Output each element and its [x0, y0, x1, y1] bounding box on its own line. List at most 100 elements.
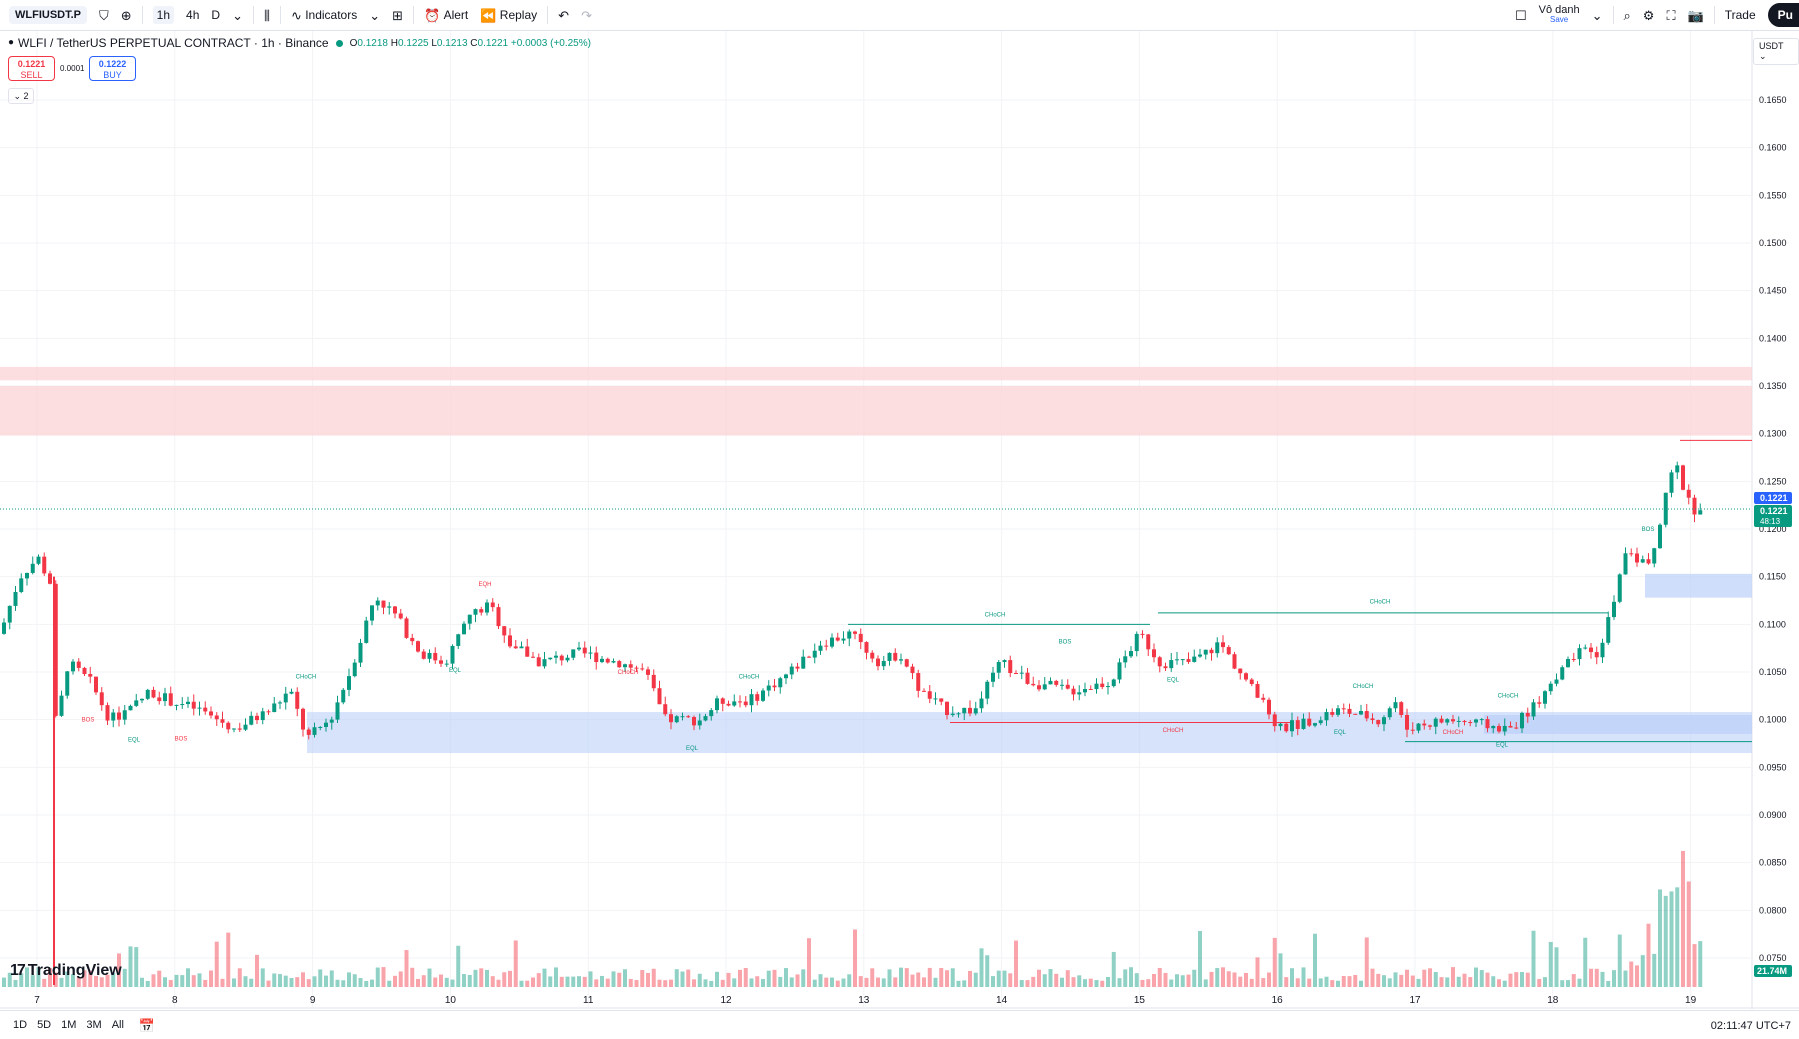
candle-body [508, 635, 512, 647]
volume-bar [473, 969, 478, 987]
volume-bar [1169, 979, 1174, 987]
alert-button[interactable]: ⏰ Alert [418, 0, 474, 30]
candle-body [1198, 654, 1202, 657]
volume-bar [324, 975, 328, 987]
tradingview-logo[interactable]: 17 TradingView [10, 962, 122, 980]
chevron-down-icon[interactable]: ⌄ [1591, 7, 1603, 23]
volume-bar [1014, 940, 1018, 987]
volume-bar [674, 969, 679, 987]
candle-body [548, 657, 553, 660]
sell-button[interactable]: 0.1221 SELL [8, 56, 55, 81]
candles-icon[interactable]: ⫼ [263, 7, 270, 23]
candle-body [341, 689, 346, 703]
indicators-collapse-button[interactable]: ⌄ 2 [8, 88, 34, 104]
price-chart[interactable]: 0.1650 0.1600 0.1550 0.1500 0.1450 0.1400 0.13… [0, 31, 1799, 1009]
time-tick-label: 7 [34, 995, 40, 1006]
volume-bar [743, 967, 748, 987]
candle-body [427, 652, 432, 659]
gear-icon[interactable]: ⚙ [1642, 7, 1655, 23]
volume-bar [1474, 967, 1478, 987]
volume-bar [1635, 965, 1639, 987]
candle-body [525, 646, 530, 657]
structure-label: EQL [128, 738, 141, 744]
candle-body [646, 669, 650, 675]
volume-bar [1146, 979, 1151, 987]
candle-body [1600, 642, 1605, 658]
supply-zone [0, 366, 1752, 381]
candle-body [962, 707, 967, 714]
layout-square-icon[interactable]: ☐ [1514, 7, 1527, 23]
camera-icon[interactable]: 📷 [1687, 7, 1704, 23]
candle-body [99, 692, 104, 706]
volume-bar [973, 972, 978, 987]
volume-bar [1008, 973, 1013, 987]
volume-bar [1140, 979, 1145, 987]
volume-bar [577, 976, 581, 987]
volume-bar [1152, 974, 1156, 987]
candle-body [88, 673, 93, 677]
fullscreen-icon[interactable]: ⛶ [1666, 7, 1676, 23]
candle-body [1387, 708, 1392, 718]
candle-body [916, 673, 921, 691]
volume-bar [1077, 975, 1082, 987]
volume-bar [968, 970, 972, 987]
quick-search-icon[interactable]: ⌕ [1623, 7, 1631, 23]
compare-add-icon[interactable]: ⊕ [120, 7, 132, 23]
replay-button[interactable]: ⏪ Replay [474, 0, 543, 30]
volume-bar [1129, 967, 1133, 987]
volume-bar [1491, 976, 1496, 987]
timeframe-4h[interactable]: 4h [180, 0, 205, 30]
timeframe-d[interactable]: D [205, 0, 226, 30]
shield-icon[interactable]: ⛉ [99, 7, 109, 23]
chevron-down-icon[interactable]: ⌄ [232, 7, 243, 23]
structure-label: CHoCH [1370, 599, 1391, 605]
publish-button[interactable]: Pu [1762, 0, 1799, 30]
calendar-icon[interactable]: 📅 [138, 1017, 156, 1033]
range-all[interactable]: All [111, 1019, 124, 1031]
symbol-search-button[interactable]: WLFIUSDT.P [0, 0, 93, 30]
indicators-button[interactable]: ∿ Indicators [285, 0, 363, 30]
chart-legend: ● WLFI / TetherUS PERPETUAL CONTRACT · 1… [8, 36, 591, 50]
candle-body [692, 717, 696, 726]
redo-icon[interactable]: ↷ [581, 7, 592, 23]
volume-bar [1353, 974, 1358, 987]
volume-bar [1313, 933, 1317, 987]
volume-bar [864, 977, 869, 987]
candle-body [697, 720, 702, 726]
candle-body [94, 676, 98, 693]
legend-title[interactable]: WLFI / TetherUS PERPETUAL CONTRACT · 1h … [18, 36, 329, 50]
volume-bar [732, 978, 737, 987]
volume-bar [536, 973, 541, 987]
volume-bar [1244, 972, 1248, 987]
candle-body [1071, 688, 1076, 695]
volume-bar [1663, 895, 1668, 987]
undo-icon[interactable]: ↶ [558, 7, 570, 23]
candle-body [1382, 717, 1386, 725]
price-tick-label: 0.1100 [1759, 619, 1786, 629]
clock[interactable]: 02:11:47 UTC+7 [1710, 1020, 1791, 1032]
volume-bar [1422, 969, 1427, 987]
candle-body [1088, 689, 1093, 691]
volume-bar [358, 977, 363, 987]
currency-selector[interactable]: USDT ⌄ [1753, 38, 1799, 65]
volume-bar [1497, 979, 1501, 987]
trade-button[interactable]: Trade [1719, 0, 1762, 30]
timeframe-1h[interactable]: 1h [147, 0, 180, 30]
layout-save-button[interactable]: Vô danh Save [1533, 0, 1586, 30]
chevron-down-icon[interactable]: ⌄ [369, 7, 381, 23]
buy-button[interactable]: 0.1222 BUY [89, 56, 136, 81]
range-1m[interactable]: 1M [61, 1019, 77, 1031]
range-5d[interactable]: 5D [37, 1019, 52, 1031]
range-1d[interactable]: 1D [13, 1019, 28, 1031]
candle-body [1543, 691, 1547, 704]
candle-body [807, 656, 811, 658]
templates-icon[interactable]: ⊞ [392, 7, 404, 23]
candle-body [1290, 720, 1294, 732]
volume-bar [1502, 980, 1507, 987]
volume-bar [2, 977, 6, 987]
candle-body [301, 708, 305, 730]
volume-bar [1566, 980, 1570, 987]
volume-bar [1267, 972, 1271, 987]
volume-bar [1203, 979, 1208, 987]
range-3m[interactable]: 3M [86, 1019, 102, 1031]
